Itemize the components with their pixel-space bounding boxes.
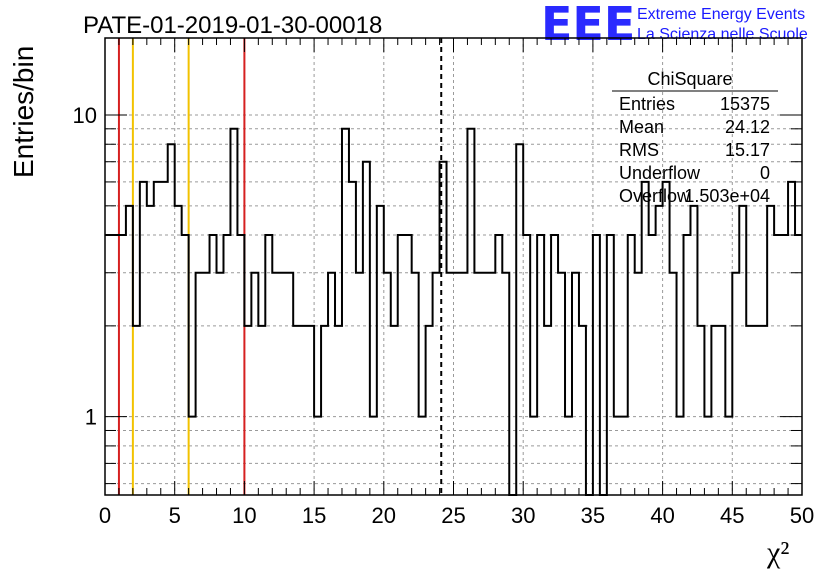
logo-line-1: Extreme Energy Events	[637, 6, 805, 23]
reference-lines	[117, 38, 443, 495]
y-tick-labels: 1 10	[73, 103, 97, 430]
y-axis-title: Entries/bin	[8, 46, 39, 178]
y-tick-label: 1	[85, 405, 97, 430]
x-tick-label: 40	[650, 503, 674, 528]
stats-value: 1.503e+04	[684, 186, 770, 206]
stats-label: Underflow	[619, 163, 701, 183]
x-tick-label: 45	[720, 503, 744, 528]
stats-label: Mean	[619, 117, 664, 137]
x-tick-label: 5	[169, 503, 181, 528]
chart-title: PATE-01-2019-01-30-00018	[83, 12, 382, 39]
stats-label: RMS	[619, 140, 659, 160]
stats-label: Overflow	[619, 186, 691, 206]
y-tick-label: 10	[73, 103, 97, 128]
stats-box-title: ChiSquare	[647, 69, 732, 89]
stats-label: Entries	[619, 94, 675, 114]
logo: EEE Extreme Energy Events La Scienza nel…	[541, 0, 808, 51]
stats-value: 0	[760, 163, 770, 183]
histogram-line	[105, 127, 802, 496]
x-tick-labels: 0 5 10 15 20 25 30 35 40 45 50	[99, 503, 814, 528]
x-tick-label: 50	[790, 503, 814, 528]
stats-box: ChiSquare Entries 15375 Mean 24.12 RMS 15.17 U…	[612, 69, 778, 206]
x-tick-label: 30	[511, 503, 535, 528]
stats-value: 24.12	[725, 117, 770, 137]
x-tick-label: 15	[302, 503, 326, 528]
stats-value: 15.17	[725, 140, 770, 160]
x-tick-label: 25	[441, 503, 465, 528]
histogram	[105, 127, 802, 496]
axis-ticks	[104, 38, 803, 495]
x-tick-label: 10	[232, 503, 256, 528]
logo-mark: EEE	[541, 0, 635, 51]
stats-value: 15375	[720, 94, 770, 114]
x-axis-title: χ²	[766, 536, 789, 569]
x-tick-label: 0	[99, 503, 111, 528]
x-tick-label: 20	[372, 503, 396, 528]
x-tick-label: 35	[581, 503, 605, 528]
